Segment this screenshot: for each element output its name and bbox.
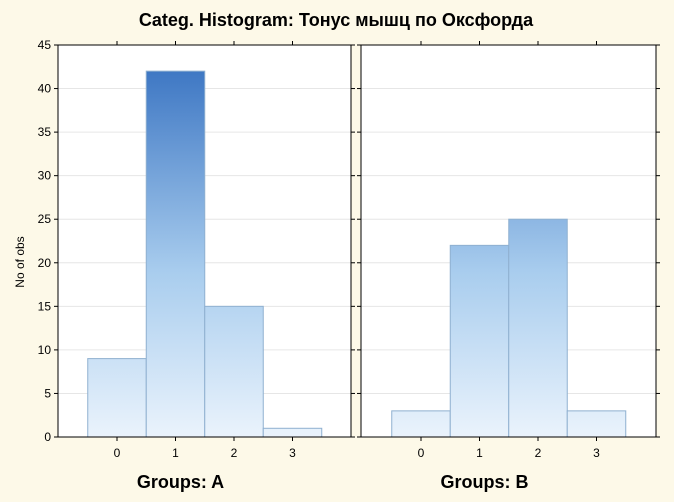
plot-frame: [360, 44, 657, 438]
x-tick-label: 3: [593, 446, 600, 460]
x-tick-label: 1: [172, 446, 179, 460]
y-tick-label: 40: [38, 82, 52, 96]
bar: [145, 70, 206, 438]
chart-title: Categ. Histogram: Тонус мышц по Оксфорда: [139, 10, 534, 30]
group-label: Groups: B: [441, 472, 529, 492]
bar: [391, 410, 451, 438]
y-tick-label: 10: [38, 343, 52, 357]
y-tick-label: 30: [38, 169, 52, 183]
plot-frame: [57, 44, 352, 438]
y-tick-label: 45: [38, 38, 52, 52]
bar: [449, 244, 510, 438]
y-axis-label: No of obs: [13, 236, 27, 287]
y-tick-label: 5: [44, 386, 51, 400]
x-tick-label: 2: [535, 446, 542, 460]
group-label: Groups: A: [137, 472, 224, 492]
bar: [87, 358, 147, 438]
x-tick-label: 3: [289, 446, 296, 460]
bar: [262, 427, 323, 438]
y-tick-label: 15: [38, 299, 52, 313]
panel-b: 0 1 2 3 Groups: B: [357, 41, 660, 492]
x-tick-label: 2: [231, 446, 238, 460]
x-tick-label: 0: [418, 446, 425, 460]
bar: [204, 305, 264, 438]
bar: [508, 218, 568, 438]
x-tick-label: 0: [114, 446, 121, 460]
bar: [566, 410, 627, 438]
y-tick-label: 25: [38, 212, 52, 226]
panel-a: 0 5 10 15 20 25 30 35 40 45 0 1 2 3 Groups: A: [38, 38, 355, 492]
y-tick-label: 20: [38, 256, 52, 270]
x-tick-label: 1: [476, 446, 483, 460]
y-tick-label: 0: [44, 430, 51, 444]
y-tick-label: 35: [38, 125, 52, 139]
